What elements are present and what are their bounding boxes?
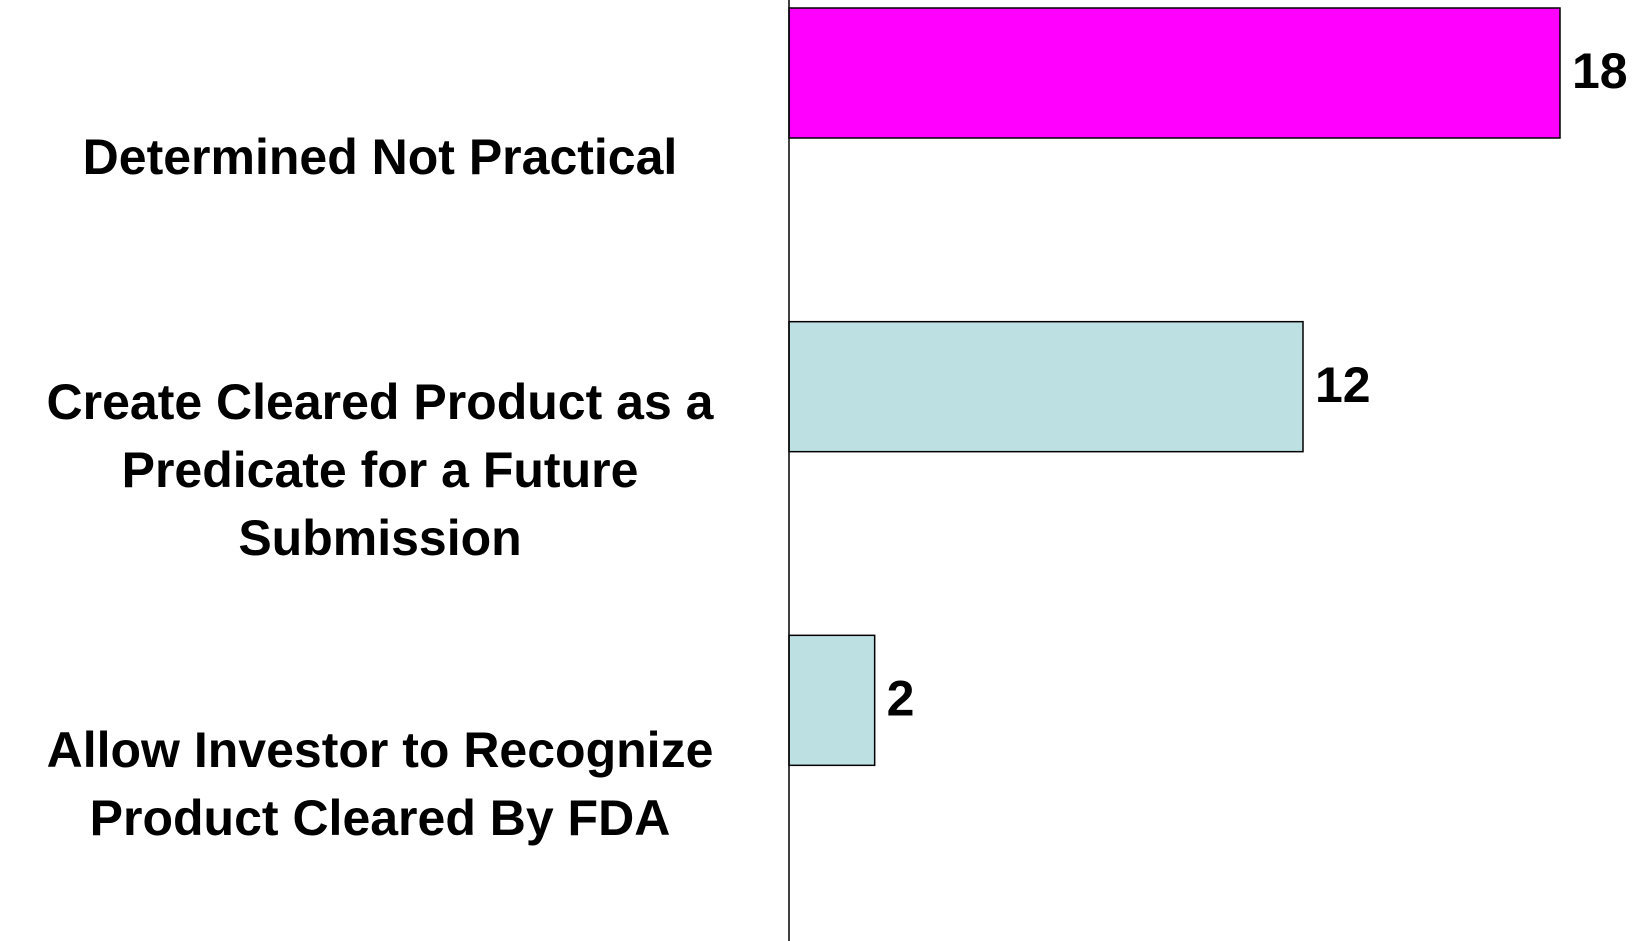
value-label: 18 bbox=[1572, 43, 1628, 99]
value-label: 12 bbox=[1315, 357, 1371, 413]
category-label: Allow Investor to Recognize Product Clea… bbox=[46, 722, 714, 847]
bar bbox=[788, 320, 1304, 453]
bar bbox=[788, 634, 876, 767]
bar bbox=[788, 7, 1561, 139]
value-label: 2 bbox=[887, 671, 915, 727]
category-label: Create Cleared Product as a Predicate fo… bbox=[46, 374, 714, 567]
category-label: Determined Not Practical bbox=[82, 128, 678, 185]
